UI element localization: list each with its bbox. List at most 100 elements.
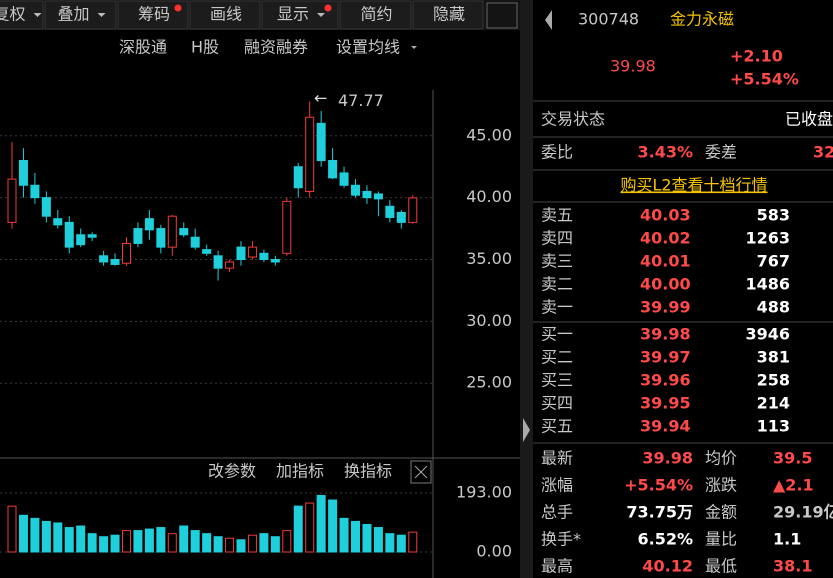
candle-body	[30, 184, 40, 199]
volume-bar	[362, 523, 372, 553]
stat-value: 1.1	[773, 530, 801, 549]
indicator-tool[interactable]: 换指标	[344, 462, 392, 481]
indicator-tool[interactable]: 加指标	[276, 462, 324, 481]
splitter-arrow[interactable]	[523, 418, 530, 442]
book-label: 买五	[541, 417, 573, 436]
arrow-glyph: ←	[314, 89, 327, 108]
volume-bar	[202, 533, 212, 553]
toolbar-label[interactable]: 隐藏	[433, 5, 465, 24]
close-icon[interactable]	[414, 465, 428, 479]
sub-tool[interactable]: H股	[191, 38, 219, 57]
splitter[interactable]	[520, 0, 533, 578]
indicator-tool[interactable]: 改参数	[208, 462, 256, 481]
dropdown-arrow[interactable]	[33, 13, 42, 17]
candle-body	[282, 200, 292, 254]
toolbar-label[interactable]: 显示	[277, 5, 309, 24]
candle-body	[41, 197, 51, 217]
toolbar-button[interactable]	[44, 0, 117, 30]
volume-bar	[30, 517, 40, 553]
volume-tick-label: 193.00	[456, 483, 512, 502]
stat-label: 均价	[705, 449, 737, 468]
candle-body	[328, 160, 338, 179]
volume-bar	[64, 527, 74, 553]
stock-price: 39.98	[610, 57, 656, 76]
stat-value: 29.19亿	[773, 503, 833, 522]
book-price: 40.03	[640, 206, 691, 225]
stat-label: 最高	[541, 557, 573, 576]
volume-bar	[87, 533, 97, 553]
book-price: 39.96	[640, 371, 691, 390]
ratio-label: 委比	[541, 143, 573, 162]
ratio-value: 3.43%	[637, 143, 693, 162]
book-price: 40.02	[640, 229, 691, 248]
l2-link[interactable]: 购买L2查看十档行情	[620, 176, 767, 195]
toolbar-button[interactable]	[189, 0, 261, 30]
toolbar-button[interactable]	[261, 0, 339, 30]
book-label: 卖四	[541, 229, 573, 248]
candle-body	[362, 190, 372, 199]
candle-body	[64, 221, 74, 248]
candle-body	[18, 160, 28, 186]
badge-dot	[324, 4, 332, 12]
back-arrow[interactable]	[545, 10, 552, 30]
stat-value: 40.12	[642, 557, 693, 576]
candle-body	[236, 246, 246, 261]
toolbar-button[interactable]	[339, 0, 412, 30]
toolbar-label[interactable]: 叠加	[57, 5, 89, 24]
book-label: 买二	[541, 348, 573, 367]
toolbar-label[interactable]: 简约	[360, 5, 392, 24]
volume-bar	[259, 533, 269, 553]
dropdown-arrow[interactable]	[317, 13, 325, 17]
book-volume: 214	[757, 394, 790, 413]
fullscreen-button[interactable]	[486, 2, 518, 29]
stat-label: 最低	[705, 557, 737, 576]
toolbar-button[interactable]	[412, 0, 484, 30]
volume-bar	[53, 522, 63, 553]
sub-tool[interactable]: 融资融券	[244, 38, 308, 57]
volume-bar	[293, 505, 303, 553]
sub-tool[interactable]: 深股通	[119, 38, 167, 57]
badge-dot	[174, 4, 182, 12]
book-volume: 1486	[745, 275, 790, 294]
book-label: 买三	[541, 371, 573, 390]
diff-label: 委差	[705, 143, 737, 162]
book-price: 39.97	[640, 348, 691, 367]
candle-body	[385, 205, 395, 218]
book-volume: 1263	[745, 229, 790, 248]
volume-bar	[408, 531, 418, 553]
candle-body	[99, 255, 109, 263]
book-price: 39.94	[640, 417, 691, 436]
book-price: 40.01	[640, 252, 691, 271]
toolbar-button[interactable]	[117, 0, 189, 30]
candle-body	[110, 259, 120, 265]
candle-body	[396, 211, 406, 223]
book-label: 买一	[541, 325, 573, 344]
volume-bar	[236, 539, 246, 553]
volume-bar	[99, 536, 109, 553]
dropdown-arrow[interactable]	[97, 13, 106, 17]
volume-bar	[373, 527, 383, 553]
candle-body	[76, 234, 86, 246]
y-tick-label: 35.00	[466, 249, 512, 268]
stat-label: 量比	[705, 530, 737, 549]
volume-bar	[316, 494, 326, 553]
stat-value: +5.54%	[624, 476, 693, 495]
y-tick-label: 40.00	[466, 187, 512, 206]
stat-value: ▲2.1	[773, 476, 814, 495]
book-label: 卖一	[541, 298, 573, 317]
volume-bar	[282, 530, 292, 553]
stock-name: 金力永磁	[670, 10, 734, 29]
book-label: 买四	[541, 394, 573, 413]
sub-tool[interactable]: 设置均线	[336, 38, 400, 57]
book-volume: 113	[757, 417, 790, 436]
volume-bar	[122, 530, 131, 553]
close-box[interactable]	[410, 460, 432, 484]
volume-bar	[305, 502, 315, 553]
candle-body	[351, 184, 360, 196]
toolbar-label[interactable]: 复权	[0, 5, 26, 24]
toolbar-label[interactable]: 筹码	[138, 5, 170, 24]
toolbar-label[interactable]: 画线	[210, 5, 242, 24]
volume-bar	[213, 536, 223, 553]
volume-bar	[328, 499, 338, 553]
